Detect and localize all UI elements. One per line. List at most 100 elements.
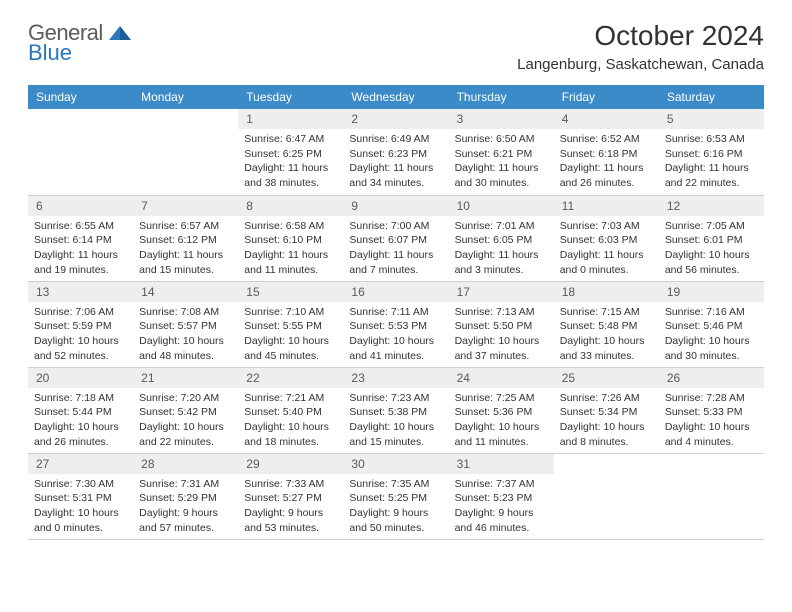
day-number: 13: [28, 282, 133, 302]
day-content: Sunrise: 7:23 AMSunset: 5:38 PMDaylight:…: [343, 388, 448, 453]
day-number: 6: [28, 196, 133, 216]
calendar-cell: 1Sunrise: 6:47 AMSunset: 6:25 PMDaylight…: [238, 109, 343, 195]
calendar-cell: 26Sunrise: 7:28 AMSunset: 5:33 PMDayligh…: [659, 367, 764, 453]
calendar-cell: 31Sunrise: 7:37 AMSunset: 5:23 PMDayligh…: [449, 453, 554, 539]
calendar-cell: 21Sunrise: 7:20 AMSunset: 5:42 PMDayligh…: [133, 367, 238, 453]
calendar-table: SundayMondayTuesdayWednesdayThursdayFrid…: [28, 85, 764, 540]
calendar-cell: 5Sunrise: 6:53 AMSunset: 6:16 PMDaylight…: [659, 109, 764, 195]
day-number: 23: [343, 368, 448, 388]
day-number: 4: [554, 109, 659, 129]
week-header-cell: Tuesday: [238, 85, 343, 109]
calendar-cell: 19Sunrise: 7:16 AMSunset: 5:46 PMDayligh…: [659, 281, 764, 367]
day-number: 26: [659, 368, 764, 388]
calendar-cell: 17Sunrise: 7:13 AMSunset: 5:50 PMDayligh…: [449, 281, 554, 367]
day-number: 2: [343, 109, 448, 129]
calendar-cell: 9Sunrise: 7:00 AMSunset: 6:07 PMDaylight…: [343, 195, 448, 281]
day-content: Sunrise: 7:08 AMSunset: 5:57 PMDaylight:…: [133, 302, 238, 367]
day-content: Sunrise: 7:37 AMSunset: 5:23 PMDaylight:…: [449, 474, 554, 539]
day-number: 16: [343, 282, 448, 302]
calendar-cell: 14Sunrise: 7:08 AMSunset: 5:57 PMDayligh…: [133, 281, 238, 367]
day-content: Sunrise: 6:53 AMSunset: 6:16 PMDaylight:…: [659, 129, 764, 194]
day-number: 11: [554, 196, 659, 216]
week-header-cell: Sunday: [28, 85, 133, 109]
calendar-cell: 4Sunrise: 6:52 AMSunset: 6:18 PMDaylight…: [554, 109, 659, 195]
day-number: 10: [449, 196, 554, 216]
calendar-row: 13Sunrise: 7:06 AMSunset: 5:59 PMDayligh…: [28, 281, 764, 367]
day-content: Sunrise: 7:00 AMSunset: 6:07 PMDaylight:…: [343, 216, 448, 281]
week-header-cell: Friday: [554, 85, 659, 109]
day-content: Sunrise: 6:55 AMSunset: 6:14 PMDaylight:…: [28, 216, 133, 281]
day-content: Sunrise: 6:57 AMSunset: 6:12 PMDaylight:…: [133, 216, 238, 281]
day-content: Sunrise: 6:49 AMSunset: 6:23 PMDaylight:…: [343, 129, 448, 194]
day-content: Sunrise: 7:01 AMSunset: 6:05 PMDaylight:…: [449, 216, 554, 281]
week-header-cell: Wednesday: [343, 85, 448, 109]
calendar-cell: 12Sunrise: 7:05 AMSunset: 6:01 PMDayligh…: [659, 195, 764, 281]
day-content: Sunrise: 7:21 AMSunset: 5:40 PMDaylight:…: [238, 388, 343, 453]
day-number: 1: [238, 109, 343, 129]
calendar-cell: 24Sunrise: 7:25 AMSunset: 5:36 PMDayligh…: [449, 367, 554, 453]
day-content: Sunrise: 7:05 AMSunset: 6:01 PMDaylight:…: [659, 216, 764, 281]
day-number: 25: [554, 368, 659, 388]
calendar-row: 1Sunrise: 6:47 AMSunset: 6:25 PMDaylight…: [28, 109, 764, 195]
calendar-cell: [133, 109, 238, 195]
day-number: 27: [28, 454, 133, 474]
calendar-cell: 13Sunrise: 7:06 AMSunset: 5:59 PMDayligh…: [28, 281, 133, 367]
calendar-cell: 15Sunrise: 7:10 AMSunset: 5:55 PMDayligh…: [238, 281, 343, 367]
day-number: 22: [238, 368, 343, 388]
header: General Blue October 2024 Langenburg, Sa…: [28, 20, 764, 73]
day-content: Sunrise: 7:30 AMSunset: 5:31 PMDaylight:…: [28, 474, 133, 539]
day-number: 3: [449, 109, 554, 129]
calendar-row: 6Sunrise: 6:55 AMSunset: 6:14 PMDaylight…: [28, 195, 764, 281]
calendar-cell: 2Sunrise: 6:49 AMSunset: 6:23 PMDaylight…: [343, 109, 448, 195]
calendar-row: 27Sunrise: 7:30 AMSunset: 5:31 PMDayligh…: [28, 453, 764, 539]
day-content: Sunrise: 7:10 AMSunset: 5:55 PMDaylight:…: [238, 302, 343, 367]
day-content: Sunrise: 7:03 AMSunset: 6:03 PMDaylight:…: [554, 216, 659, 281]
calendar-body: 1Sunrise: 6:47 AMSunset: 6:25 PMDaylight…: [28, 109, 764, 539]
calendar-cell: 10Sunrise: 7:01 AMSunset: 6:05 PMDayligh…: [449, 195, 554, 281]
calendar-cell: 27Sunrise: 7:30 AMSunset: 5:31 PMDayligh…: [28, 453, 133, 539]
day-number: 30: [343, 454, 448, 474]
day-number: 8: [238, 196, 343, 216]
week-header-cell: Saturday: [659, 85, 764, 109]
day-content: Sunrise: 7:11 AMSunset: 5:53 PMDaylight:…: [343, 302, 448, 367]
day-content: Sunrise: 7:15 AMSunset: 5:48 PMDaylight:…: [554, 302, 659, 367]
day-number: 21: [133, 368, 238, 388]
day-content: Sunrise: 7:28 AMSunset: 5:33 PMDaylight:…: [659, 388, 764, 453]
calendar-cell: 11Sunrise: 7:03 AMSunset: 6:03 PMDayligh…: [554, 195, 659, 281]
week-header-cell: Thursday: [449, 85, 554, 109]
day-number: 15: [238, 282, 343, 302]
day-number: 31: [449, 454, 554, 474]
week-header-row: SundayMondayTuesdayWednesdayThursdayFrid…: [28, 85, 764, 109]
day-number: 28: [133, 454, 238, 474]
day-number: 29: [238, 454, 343, 474]
calendar-cell: 29Sunrise: 7:33 AMSunset: 5:27 PMDayligh…: [238, 453, 343, 539]
calendar-cell: 22Sunrise: 7:21 AMSunset: 5:40 PMDayligh…: [238, 367, 343, 453]
day-content: Sunrise: 7:26 AMSunset: 5:34 PMDaylight:…: [554, 388, 659, 453]
day-content: Sunrise: 7:35 AMSunset: 5:25 PMDaylight:…: [343, 474, 448, 539]
calendar-cell: 25Sunrise: 7:26 AMSunset: 5:34 PMDayligh…: [554, 367, 659, 453]
calendar-cell: 3Sunrise: 6:50 AMSunset: 6:21 PMDaylight…: [449, 109, 554, 195]
day-content: Sunrise: 7:18 AMSunset: 5:44 PMDaylight:…: [28, 388, 133, 453]
day-content: Sunrise: 7:33 AMSunset: 5:27 PMDaylight:…: [238, 474, 343, 539]
day-content: Sunrise: 7:25 AMSunset: 5:36 PMDaylight:…: [449, 388, 554, 453]
calendar-cell: 16Sunrise: 7:11 AMSunset: 5:53 PMDayligh…: [343, 281, 448, 367]
calendar-cell: 6Sunrise: 6:55 AMSunset: 6:14 PMDaylight…: [28, 195, 133, 281]
calendar-cell: 30Sunrise: 7:35 AMSunset: 5:25 PMDayligh…: [343, 453, 448, 539]
day-number: 14: [133, 282, 238, 302]
calendar-cell: 28Sunrise: 7:31 AMSunset: 5:29 PMDayligh…: [133, 453, 238, 539]
day-number: 24: [449, 368, 554, 388]
calendar-cell: [28, 109, 133, 195]
day-number: 7: [133, 196, 238, 216]
calendar-cell: 8Sunrise: 6:58 AMSunset: 6:10 PMDaylight…: [238, 195, 343, 281]
day-content: Sunrise: 7:16 AMSunset: 5:46 PMDaylight:…: [659, 302, 764, 367]
week-header-cell: Monday: [133, 85, 238, 109]
day-content: Sunrise: 6:50 AMSunset: 6:21 PMDaylight:…: [449, 129, 554, 194]
calendar-cell: 20Sunrise: 7:18 AMSunset: 5:44 PMDayligh…: [28, 367, 133, 453]
logo: General Blue: [28, 20, 131, 66]
day-number: 12: [659, 196, 764, 216]
day-content: Sunrise: 7:20 AMSunset: 5:42 PMDaylight:…: [133, 388, 238, 453]
day-number: 17: [449, 282, 554, 302]
logo-triangle-icon: [109, 27, 131, 44]
day-content: Sunrise: 6:47 AMSunset: 6:25 PMDaylight:…: [238, 129, 343, 194]
calendar-cell: [554, 453, 659, 539]
